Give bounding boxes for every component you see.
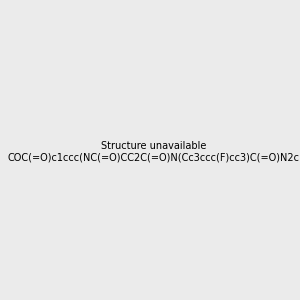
Text: Structure unavailable
COC(=O)c1ccc(NC(=O)CC2C(=O)N(Cc3ccc(F)cc3)C(=O)N2c: Structure unavailable COC(=O)c1ccc(NC(=O… (8, 141, 300, 162)
